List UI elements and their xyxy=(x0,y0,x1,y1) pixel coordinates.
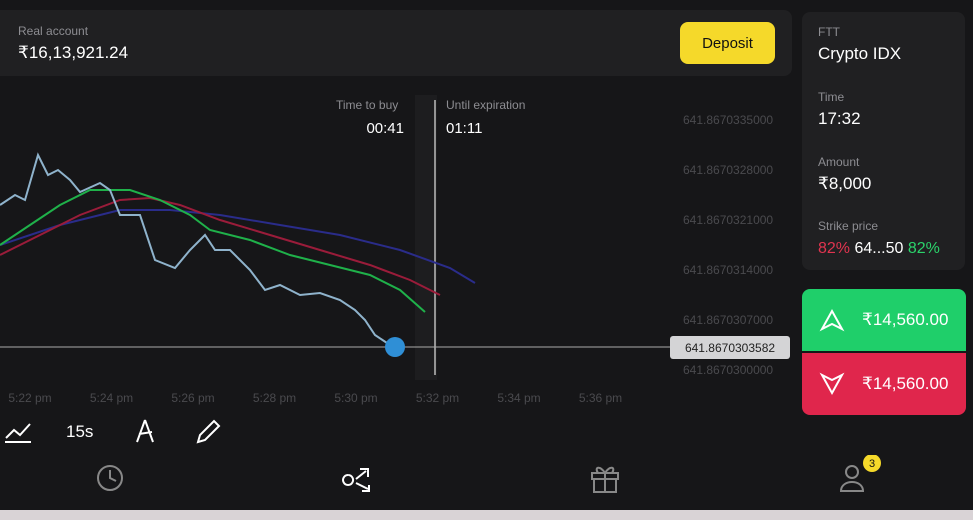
ma-red xyxy=(0,196,441,296)
down-button[interactable]: ₹14,560.00 xyxy=(802,353,966,415)
down-arrow xyxy=(819,372,845,396)
until-expiration: 01:11 xyxy=(446,120,482,137)
strike-high: 82% xyxy=(907,240,940,257)
toolbar: 15s xyxy=(5,419,221,444)
asset-type: FTT xyxy=(818,25,840,39)
account-panel xyxy=(0,10,792,76)
down-icon xyxy=(819,372,845,396)
ma-blue xyxy=(0,209,476,284)
time-to-buy-label: Time to buy xyxy=(336,98,398,112)
price-tick-label: 641.8670314000 xyxy=(683,263,773,277)
badge xyxy=(863,455,881,472)
amount[interactable]: ₹8,000 xyxy=(818,174,872,193)
price-tick-label: 641.8670300000 xyxy=(683,363,773,377)
price-series xyxy=(0,152,391,346)
trade-icon[interactable] xyxy=(342,468,370,492)
time-to-buy: 00:41 xyxy=(366,120,404,137)
time-label: Time xyxy=(818,90,845,104)
time-tick-label: 5:22 pm xyxy=(8,391,51,405)
current-price: 641.8670303582 xyxy=(685,341,775,355)
price-label-box xyxy=(670,336,790,359)
up-button[interactable]: ₹14,560.00 xyxy=(802,289,966,351)
gift-icon[interactable] xyxy=(591,466,619,493)
side-panel xyxy=(802,12,965,270)
asset[interactable]: Crypto IDX xyxy=(818,44,902,63)
draw-icon[interactable] xyxy=(196,419,221,444)
up-arrow xyxy=(819,308,845,332)
time[interactable]: 17:32 xyxy=(818,109,861,128)
chart: Time to buy 00:41 Until expiration 01:11… xyxy=(0,95,790,405)
time-tick-label: 5:32 pm xyxy=(416,391,459,405)
indicator-icon[interactable] xyxy=(136,419,154,443)
history-hands xyxy=(109,470,117,482)
expiry-band xyxy=(415,95,437,380)
current-point xyxy=(385,337,405,357)
up-icon xyxy=(819,308,845,332)
price-tick-label: 641.8670328000 xyxy=(683,163,773,177)
history-icon[interactable] xyxy=(97,465,123,491)
time-tick-label: 5:24 pm xyxy=(90,391,133,405)
time-tick-label: 5:36 pm xyxy=(579,391,622,405)
profile-body xyxy=(839,481,865,492)
strike-low: 82% xyxy=(818,240,851,257)
strike-label: Strike price xyxy=(818,219,879,233)
profile-head[interactable] xyxy=(845,465,859,479)
price-tick-label: 641.8670335000 xyxy=(683,113,773,127)
down-payout: ₹14,560.00 xyxy=(862,374,949,393)
amount-label: Amount xyxy=(818,155,860,169)
account-label: Real account xyxy=(18,24,89,38)
price-tick-label: 641.8670307000 xyxy=(683,313,773,327)
bottom-nav: 3 xyxy=(97,455,881,493)
ma-green xyxy=(0,189,426,313)
up-payout: ₹14,560.00 xyxy=(862,310,949,329)
bottom-strip xyxy=(0,510,973,520)
strike[interactable]: 64...50 xyxy=(854,240,904,257)
time-tick-label: 5:34 pm xyxy=(497,391,540,405)
chart-type-icon[interactable] xyxy=(5,423,31,439)
time-tick-label: 5:28 pm xyxy=(253,391,296,405)
price-tick-label: 641.8670321000 xyxy=(683,213,773,227)
until-expiration-label: Until expiration xyxy=(446,98,525,112)
balance: ₹16,13,921.24 xyxy=(18,43,129,62)
strike-row: 82% 64...50 82% xyxy=(818,240,940,258)
badge-count: 3 xyxy=(869,458,875,470)
interval[interactable]: 15s xyxy=(66,422,93,441)
deposit-button[interactable]: Deposit xyxy=(680,22,775,64)
time-tick-label: 5:26 pm xyxy=(171,391,214,405)
time-tick-label: 5:30 pm xyxy=(334,391,377,405)
